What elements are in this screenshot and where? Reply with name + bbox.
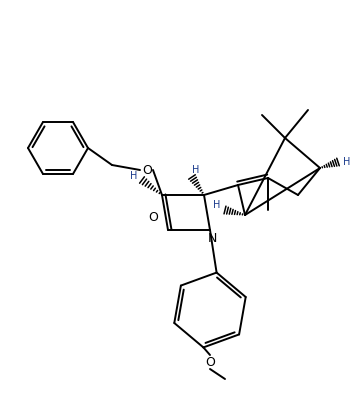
Text: H: H — [343, 157, 351, 167]
Text: O: O — [205, 356, 215, 369]
Text: O: O — [142, 163, 152, 176]
Text: N: N — [207, 231, 217, 244]
Text: H: H — [213, 200, 221, 210]
Text: O: O — [148, 211, 158, 224]
Text: H: H — [192, 165, 200, 175]
Text: H: H — [130, 171, 138, 181]
